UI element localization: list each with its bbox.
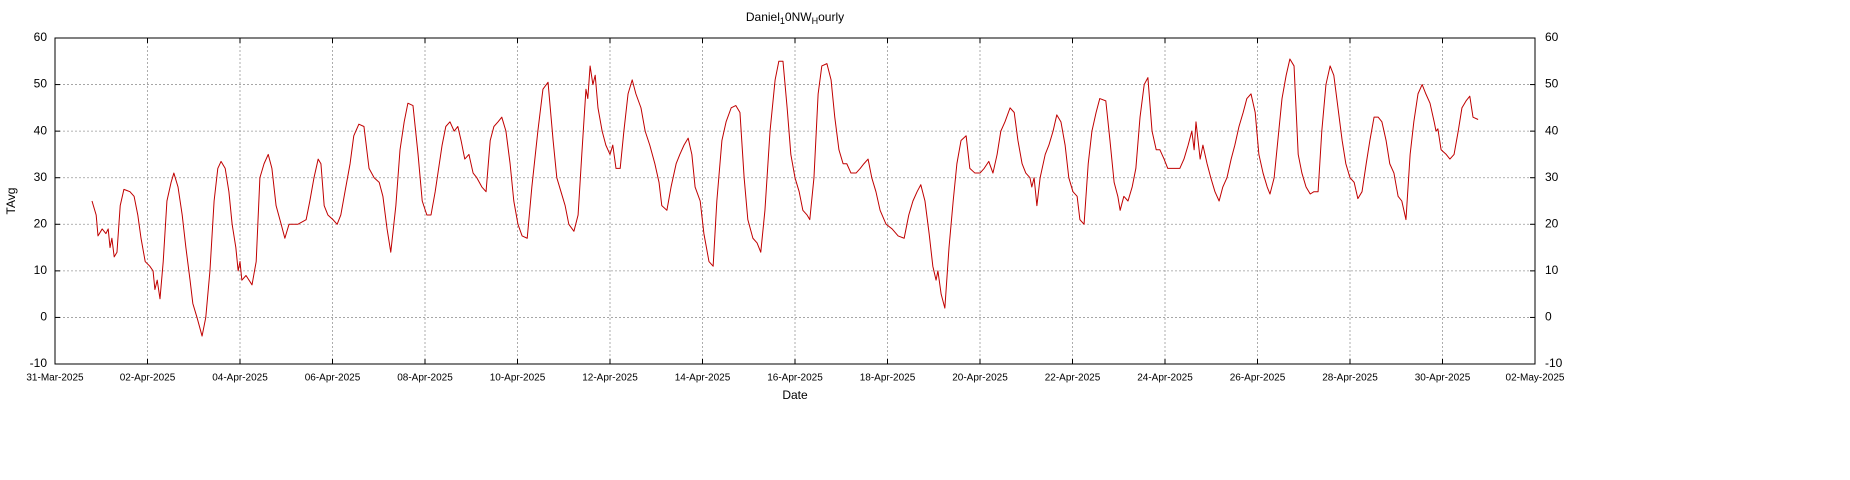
x-tick-label: 12-Apr-2025 — [582, 373, 638, 384]
x-tick-label: 16-Apr-2025 — [767, 373, 823, 384]
y-tick-label: 20 — [34, 216, 48, 230]
x-tick-label: 10-Apr-2025 — [490, 373, 546, 384]
x-tick-label: 30-Apr-2025 — [1415, 373, 1471, 384]
x-tick-label: 24-Apr-2025 — [1137, 373, 1193, 384]
y2-tick-label: 50 — [1545, 77, 1559, 91]
x-tick-label: 08-Apr-2025 — [397, 373, 453, 384]
y-axis-label: TAvg — [4, 188, 18, 215]
x-tick-label: 22-Apr-2025 — [1045, 373, 1101, 384]
plot-frame — [54, 37, 1536, 365]
title-part: ourly — [818, 10, 844, 24]
x-tick-label: 31-Mar-2025 — [26, 373, 84, 384]
x-tick-label: 02-Apr-2025 — [120, 373, 176, 384]
y-tick-label: 10 — [34, 263, 48, 277]
y2-tick-label: 20 — [1545, 216, 1559, 230]
y-tick-label: -10 — [30, 356, 48, 370]
data-line — [91, 58, 1479, 337]
x-tick-label: 28-Apr-2025 — [1322, 373, 1378, 384]
y-tick-label: 30 — [34, 170, 48, 184]
x-tick-label: 26-Apr-2025 — [1230, 373, 1286, 384]
y2-tick-label: 0 — [1545, 310, 1552, 324]
x-tick-label: 14-Apr-2025 — [675, 373, 731, 384]
title-part: 0NW — [785, 10, 812, 24]
title-part: H — [812, 16, 819, 26]
chart-title: Daniel10NWHourly — [746, 10, 844, 26]
y2-tick-label: 10 — [1545, 263, 1559, 277]
title-part: 1 — [780, 16, 785, 26]
x-tick-label: 04-Apr-2025 — [212, 373, 268, 384]
y-tick-label: 50 — [34, 77, 48, 91]
y-tick-label: 0 — [40, 310, 47, 324]
x-tick-label: 06-Apr-2025 — [305, 373, 361, 384]
y2-tick-label: 40 — [1545, 123, 1559, 137]
y2-tick-label: 30 — [1545, 170, 1559, 184]
y2-tick-label: -10 — [1545, 356, 1563, 370]
x-tick-label: 18-Apr-2025 — [860, 373, 916, 384]
x-axis-label: Date — [782, 388, 808, 402]
title-part: Daniel — [746, 10, 780, 24]
y-tick-label: 60 — [34, 30, 48, 44]
y2-tick-label: 60 — [1545, 30, 1559, 44]
x-tick-label: 02-May-2025 — [1506, 373, 1565, 384]
y-tick-label: 40 — [34, 123, 48, 137]
x-tick-label: 20-Apr-2025 — [952, 373, 1008, 384]
